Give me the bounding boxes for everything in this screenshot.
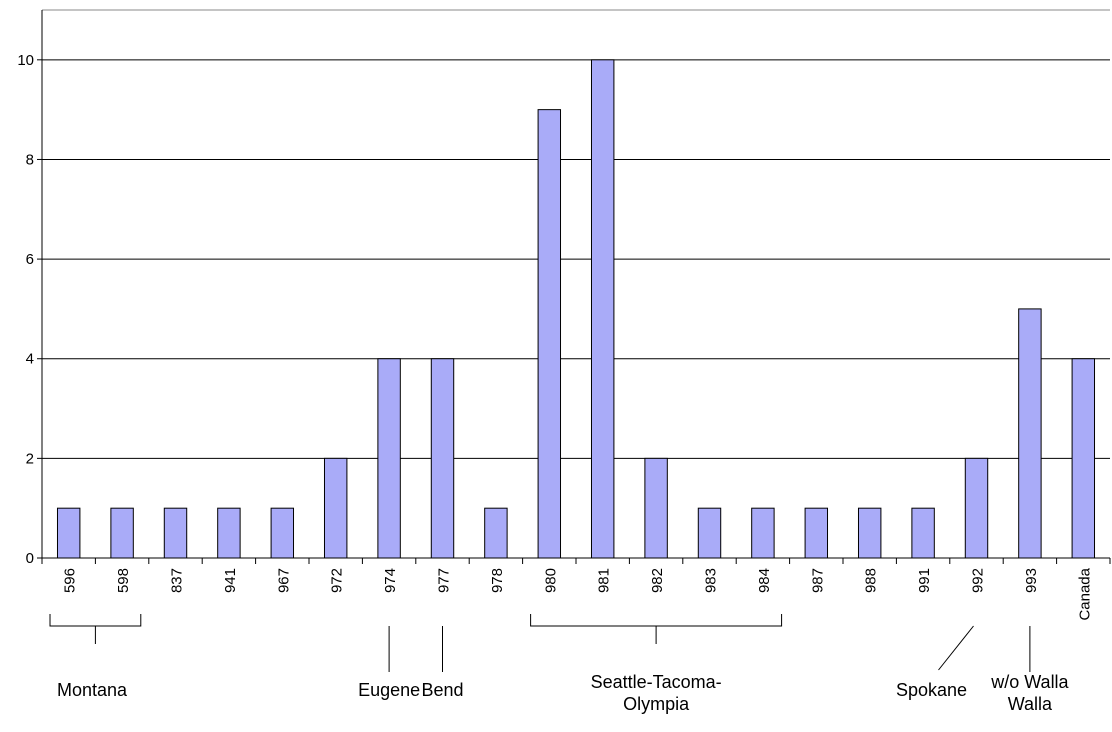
x-tick-label: 974 xyxy=(382,568,399,593)
bar xyxy=(1071,358,1096,559)
region-label: w/o Walla xyxy=(990,672,1069,692)
grid-lines xyxy=(42,59,1110,459)
bar xyxy=(56,507,81,559)
x-tick-labels: 596 598 837 941 967 972 974 977 978 980 981 982 983 9… xyxy=(62,567,1094,620)
bar xyxy=(804,507,829,559)
region-annotation: Spokane xyxy=(896,625,974,700)
region-label: Montana xyxy=(57,680,128,700)
region-annotation: Seattle-Tacoma-Olympia xyxy=(530,614,783,714)
bar xyxy=(217,507,241,559)
x-tick-label: 977 xyxy=(436,568,453,593)
x-tick-label: Canada xyxy=(1076,567,1093,620)
x-tick-label: 982 xyxy=(649,568,666,593)
region-label: Walla xyxy=(1008,694,1053,714)
y-tick-label: 8 xyxy=(26,151,34,168)
bar xyxy=(697,507,722,559)
bar xyxy=(751,507,775,559)
x-tick-label: 991 xyxy=(916,568,933,593)
y-tick-label: 2 xyxy=(26,450,34,467)
x-tick-label: 978 xyxy=(489,568,506,593)
y-tick-label: 10 xyxy=(17,52,34,69)
region-bracket xyxy=(49,614,142,627)
x-tick-label: 981 xyxy=(596,568,613,593)
bar xyxy=(964,457,989,559)
bar xyxy=(1018,308,1042,559)
region-annotation: Montana xyxy=(49,614,142,700)
x-tick-label: 837 xyxy=(169,568,186,593)
x-tick-label: 980 xyxy=(542,568,559,593)
x-tick-label: 983 xyxy=(703,568,720,593)
region-annotations: Montana Eugene Bend Seattle-Tacoma-OlympiaS… xyxy=(49,614,1070,714)
bar xyxy=(377,358,401,559)
bar xyxy=(484,507,508,559)
y-tick-labels: 0 2 4 6 8 10 xyxy=(17,52,34,567)
bar xyxy=(911,507,935,559)
region-annotation: Bend xyxy=(421,626,464,700)
region-annotation: Eugene xyxy=(358,626,420,700)
region-label: Eugene xyxy=(358,680,420,700)
bar xyxy=(430,358,455,559)
x-tick-label: 988 xyxy=(863,568,880,593)
bar xyxy=(857,507,882,559)
bars xyxy=(56,59,1096,559)
x-tick-label: 598 xyxy=(115,568,132,593)
y-tick-label: 4 xyxy=(26,351,34,368)
axes xyxy=(37,9,1111,564)
x-tick-label: 992 xyxy=(970,568,987,593)
x-tick-label: 972 xyxy=(329,568,346,593)
bar xyxy=(644,457,668,559)
x-tick-label: 596 xyxy=(62,568,79,593)
bar xyxy=(323,457,348,559)
region-bracket xyxy=(530,614,783,627)
bar xyxy=(163,507,188,559)
bar xyxy=(110,507,134,559)
region-pointer-line xyxy=(938,625,974,671)
x-tick-label: 987 xyxy=(809,568,826,593)
x-tick-label: 993 xyxy=(1023,568,1040,593)
region-label: Olympia xyxy=(623,694,690,714)
x-tick-label: 941 xyxy=(222,568,239,593)
x-tick-label: 984 xyxy=(756,568,773,593)
bar xyxy=(270,507,295,559)
y-tick-label: 6 xyxy=(26,251,34,268)
region-label: Seattle-Tacoma- xyxy=(591,672,722,692)
bar xyxy=(590,59,615,559)
region-label: Bend xyxy=(421,680,463,700)
bar xyxy=(537,109,562,559)
y-tick-label: 0 xyxy=(26,550,34,567)
x-tick-label: 967 xyxy=(275,568,292,593)
region-label: Spokane xyxy=(896,680,967,700)
